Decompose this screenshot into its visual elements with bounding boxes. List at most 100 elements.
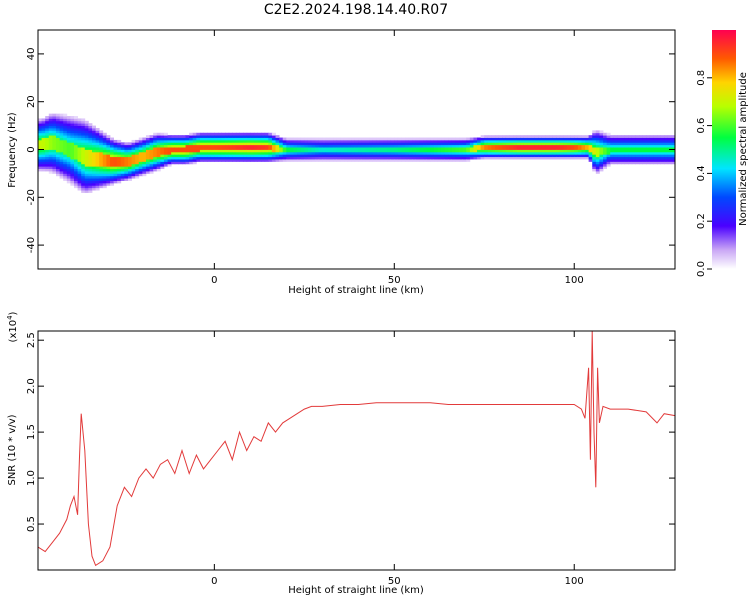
heatmap-cell: [563, 151, 568, 155]
heatmap-cell: [106, 142, 111, 146]
heatmap-cell: [95, 187, 100, 191]
heatmap-cell: [88, 142, 93, 146]
heatmap-cell: [279, 144, 284, 148]
heatmap-cell: [167, 149, 172, 153]
heatmap-cell: [199, 154, 204, 158]
heatmap-cell: [88, 171, 93, 174]
heatmap-cell: [127, 175, 132, 179]
heatmap-cell: [102, 178, 107, 181]
heatmap-cell: [653, 144, 658, 148]
colorbar-tick-label: 0.2: [696, 213, 707, 229]
heatmap-cell: [235, 154, 240, 158]
heatmap-cell: [174, 159, 179, 162]
heatmap-cell: [401, 147, 406, 150]
heatmap-cell: [73, 175, 78, 179]
heatmap-cell: [585, 154, 590, 158]
heatmap-cell: [397, 142, 402, 146]
heatmap-cell: [433, 154, 438, 158]
heatmap-cell: [91, 175, 96, 179]
heatmap-cell: [181, 137, 186, 141]
heatmap-cell: [394, 147, 399, 150]
heatmap-cell: [635, 137, 640, 141]
heatmap-cell: [628, 135, 633, 138]
heatmap-cell: [599, 154, 604, 158]
heatmap-cell: [369, 137, 374, 141]
heatmap-cell: [599, 135, 604, 138]
heatmap-cell: [282, 142, 287, 146]
heatmap-cell: [372, 139, 377, 143]
heatmap-cell: [307, 159, 312, 162]
heatmap-cell: [48, 161, 53, 165]
heatmap-cell: [38, 127, 42, 131]
heatmap-cell: [513, 135, 518, 138]
heatmap-cell: [462, 154, 467, 158]
heatmap-cell: [178, 156, 183, 160]
heatmap-cell: [376, 144, 381, 148]
heatmap-cell: [412, 147, 417, 150]
heatmap-cell: [541, 154, 546, 158]
y-tick-label: -40: [26, 237, 37, 253]
heatmap-cell: [225, 142, 230, 146]
heatmap-cell: [192, 156, 197, 160]
heatmap-cell: [570, 151, 575, 155]
heatmap-cell: [73, 173, 78, 177]
heatmap-cell: [621, 137, 626, 141]
heatmap-cell: [372, 142, 377, 146]
heatmap-cell: [307, 144, 312, 148]
heatmap-cell: [664, 154, 669, 158]
heatmap-cell: [88, 168, 93, 172]
heatmap-cell: [477, 137, 482, 141]
heatmap-cell: [559, 139, 564, 143]
heatmap-cell: [253, 149, 258, 153]
heatmap-cell: [41, 156, 46, 160]
heatmap-cell: [423, 149, 428, 153]
heatmap-cell: [235, 142, 240, 146]
heatmap-cell: [595, 149, 600, 153]
heatmap-cell: [217, 142, 222, 146]
heatmap-cell: [419, 144, 424, 148]
heatmap-cell: [480, 144, 485, 148]
heatmap-cell: [595, 135, 600, 138]
heatmap-cell: [621, 159, 626, 162]
heatmap-cell: [480, 147, 485, 150]
heatmap-cell: [275, 147, 280, 150]
heatmap-cell: [426, 144, 431, 148]
heatmap-cell: [444, 142, 449, 146]
heatmap-cell: [491, 144, 496, 148]
heatmap-cell: [228, 137, 233, 141]
heatmap-cell: [552, 144, 557, 148]
heatmap-cell: [102, 154, 107, 158]
heatmap-cell: [372, 147, 377, 150]
heatmap-cell: [271, 151, 276, 155]
heatmap-cell: [394, 159, 399, 162]
heatmap-cell: [613, 151, 618, 155]
heatmap-cell: [351, 154, 356, 158]
heatmap-cell: [250, 132, 255, 136]
heatmap-cell: [307, 147, 312, 150]
heatmap-cell: [358, 144, 363, 148]
heatmap-cell: [610, 139, 615, 143]
heatmap-cell: [73, 139, 78, 143]
heatmap-cell: [271, 156, 276, 160]
heatmap-cell: [52, 118, 57, 122]
heatmap-cell: [307, 139, 312, 143]
heatmap-cell: [369, 159, 374, 162]
heatmap-cell: [649, 159, 654, 162]
heatmap-cell: [239, 156, 244, 160]
heatmap-cell: [592, 142, 597, 146]
heatmap-cell: [52, 166, 57, 170]
heatmap-cell: [52, 125, 57, 129]
heatmap-cell: [577, 139, 582, 143]
heatmap-cell: [70, 156, 75, 160]
heatmap-cell: [171, 135, 176, 138]
heatmap-cell: [559, 149, 564, 153]
heatmap-cell: [268, 149, 273, 153]
heatmap-cell: [487, 154, 492, 158]
heatmap-cell: [592, 166, 597, 170]
heatmap-cell: [99, 182, 104, 186]
heatmap-cell: [225, 144, 230, 148]
heatmap-cell: [394, 154, 399, 158]
colorbar: 0.00.20.40.60.8 Normalized spectral ampl…: [696, 30, 749, 277]
heatmap-cell: [279, 137, 284, 141]
heatmap-cell: [642, 137, 647, 141]
